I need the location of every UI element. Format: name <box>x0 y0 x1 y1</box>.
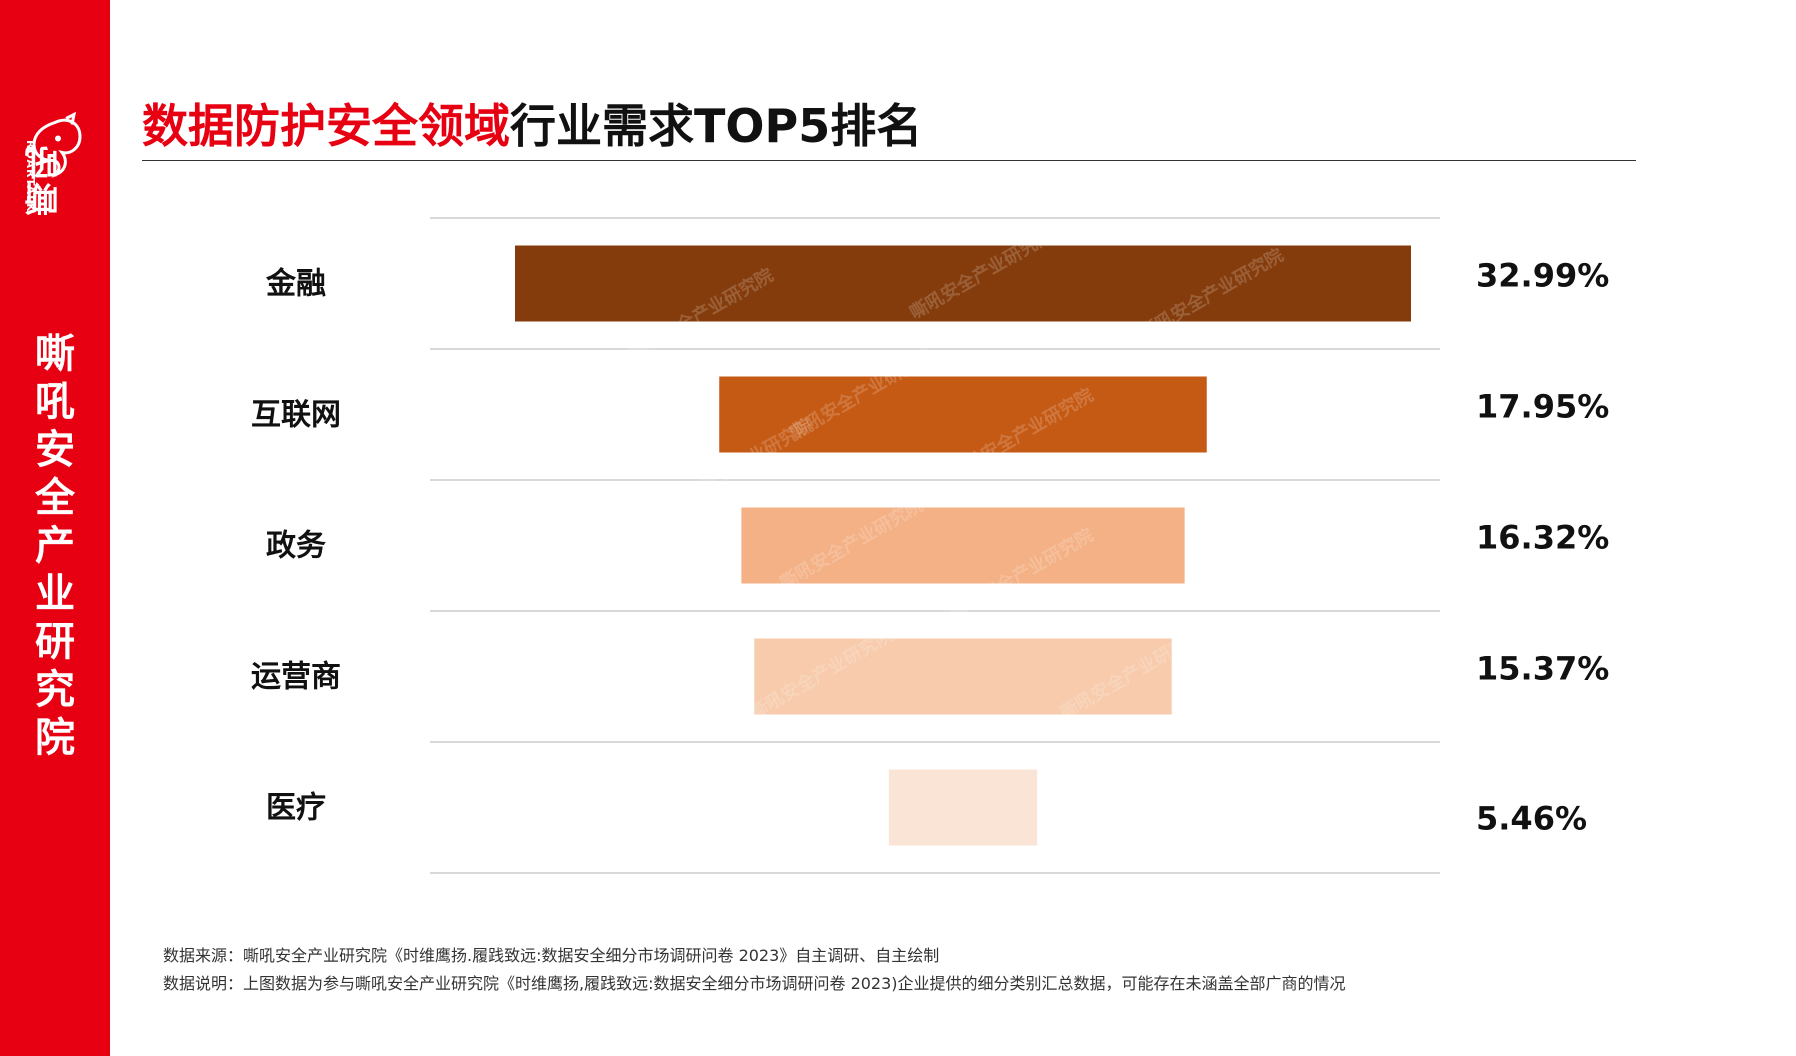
bar-2 <box>719 376 1207 453</box>
page-title-red: 数据防护安全领域 <box>142 99 510 153</box>
title-divider <box>142 160 1636 161</box>
explanation-note: 数据说明：上图数据为参与嘶吼安全产业研究院《时维鹰扬,履践致远:数据安全细分市场… <box>163 974 1346 993</box>
value-label: 32.99% <box>1476 257 1609 295</box>
category-label: 金融 <box>265 267 326 302</box>
value-label: 5.46% <box>1476 800 1587 838</box>
page-title: 数据防护安全领域行业需求TOP5排名 <box>142 90 922 156</box>
logo-en: ROARTALK <box>24 140 37 213</box>
bar-1 <box>515 245 1411 322</box>
category-label: 运营商 <box>251 660 341 695</box>
page-title-black: 行业需求TOP5排名 <box>510 99 923 153</box>
bar-5 <box>888 769 1038 846</box>
roartalk-logo-icon <box>32 111 82 178</box>
category-label: 政务 <box>266 529 326 564</box>
sidebar: ROARTALK 嘶吼 嘶吼安全产业研究院 <box>0 0 110 1056</box>
value-label: 15.37% <box>1476 650 1609 688</box>
notes: 数据来源：嘶吼安全产业研究院《时维鹰扬.履践致远:数据安全细分市场调研问卷 20… <box>163 942 1346 998</box>
value-label: 16.32% <box>1476 519 1609 557</box>
category-label: 医疗 <box>266 791 326 826</box>
sidebar-title: 嘶吼安全产业研究院 <box>35 331 75 761</box>
value-label: 17.95% <box>1476 388 1609 426</box>
bar-4 <box>754 638 1172 715</box>
bar-3 <box>741 507 1185 584</box>
category-label: 互联网 <box>251 398 341 433</box>
source-note: 数据来源：嘶吼安全产业研究院《时维鹰扬.履践致远:数据安全细分市场调研问卷 20… <box>163 946 940 965</box>
